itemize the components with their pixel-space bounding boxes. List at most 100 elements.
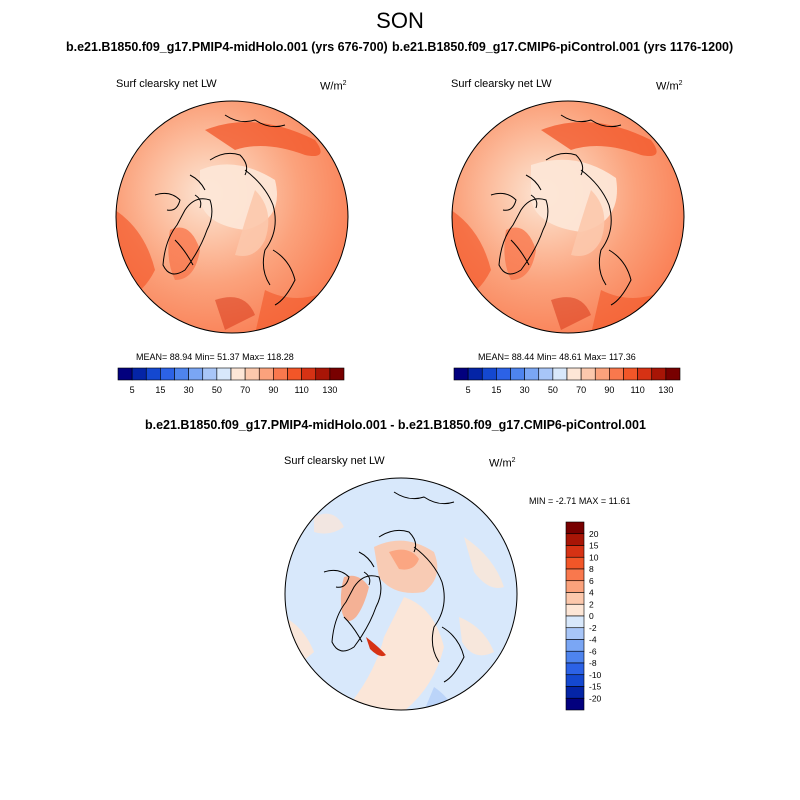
- panel2-colorbar-box: [665, 367, 681, 381]
- panel2-colorbar-box: [609, 367, 624, 381]
- panel3-colorbar-tick-label: -2: [589, 623, 597, 633]
- panel3-colorbar-box: [565, 697, 585, 711]
- panel3-units-sup: 2: [511, 457, 516, 464]
- panel3-variable-label: Surf clearsky net LW: [284, 455, 385, 467]
- panel3-colorbar-tick-label: 0: [589, 611, 594, 621]
- panel2-colorbar-box: [481, 367, 497, 381]
- figure-title: SON: [376, 8, 424, 33]
- panel3-colorbar-tick-label: -6: [589, 646, 597, 656]
- panel3-colorbar-tick-label: 4: [589, 588, 594, 598]
- panel2-colorbar-box: [467, 367, 483, 381]
- panel3-colorbar-box: [565, 686, 585, 699]
- panel2-colorbar-box: [651, 367, 667, 381]
- panel1-colorbar-box: [145, 367, 161, 381]
- panel2-units-base: W/m: [656, 80, 679, 93]
- panel2-mean-label: MEAN=: [478, 352, 510, 362]
- panel2-max-value: 117.36: [608, 352, 636, 362]
- panel1-colorbar-tick-label: 90: [268, 385, 278, 395]
- panel2-colorbar-tick-label: 90: [604, 385, 614, 395]
- panel1-colorbar-box: [202, 367, 218, 381]
- panel2-colorbar-tick-label: 15: [491, 385, 501, 395]
- panel1-variable-label: Surf clearsky net LW: [116, 78, 217, 90]
- panel3-min-label: MIN =: [529, 496, 554, 506]
- panel2-colorbar-box: [538, 367, 554, 381]
- panel1-min-value: 51.37: [217, 352, 240, 362]
- panel3-colorbar-tick-label: 8: [589, 564, 594, 574]
- panel2-colorbar-box: [637, 367, 653, 381]
- panel1-colorbar-box: [174, 367, 189, 381]
- panel2-colorbar-box: [453, 367, 469, 381]
- panel3-colorbar-tick-label: 10: [589, 552, 599, 562]
- panel2-colorbar-box: [552, 367, 568, 381]
- panel3-colorbar-tick-label: 20: [589, 529, 599, 539]
- panel2-max-label: Max=: [584, 352, 607, 362]
- panel3-title: b.e21.B1850.f09_g17.PMIP4-midHolo.001 - …: [145, 418, 646, 432]
- panel1-colorbar-tick-label: 50: [212, 385, 222, 395]
- panel2-colorbar-tick-label: 30: [520, 385, 530, 395]
- panel3-colorbar-box: [565, 627, 585, 640]
- panel1-max-value: 118.28: [266, 352, 294, 362]
- panel3-map: [284, 477, 518, 711]
- panel3-colorbar-tick-label: -20: [589, 693, 602, 703]
- panel3-units-base: W/m: [489, 457, 512, 470]
- panel2-colorbar-tick-label: 130: [658, 385, 673, 395]
- panel3-colorbar-box: [565, 603, 585, 617]
- panel1-units: W/m2: [320, 80, 347, 93]
- panel1-colorbar-box: [301, 367, 317, 381]
- panel1-units-base: W/m: [320, 80, 343, 93]
- panel2-colorbar-box: [510, 367, 525, 381]
- panel3-max-label: MAX =: [578, 496, 607, 506]
- panel1-colorbar-tick-label: 5: [130, 385, 135, 395]
- panel3-colorbar-box: [565, 556, 585, 570]
- panel3-colorbar-tick-label: -10: [589, 670, 602, 680]
- panel1-colorbar-tick-label: 110: [294, 385, 308, 395]
- panel3-colorbar-box: [565, 650, 585, 664]
- panel2-variable-label: Surf clearsky net LW: [451, 78, 552, 90]
- panel3-colorbar-box: [565, 592, 585, 605]
- panel2-colorbar-box: [524, 367, 540, 381]
- panel1-colorbar-box: [117, 367, 133, 381]
- panel2-colorbar-tick-label: 110: [630, 385, 644, 395]
- panel2-units: W/m2: [656, 80, 683, 93]
- panel2-units-sup: 2: [678, 80, 683, 87]
- panel1-colorbar-box: [131, 367, 147, 381]
- panel1-colorbar-box: [273, 367, 288, 381]
- panel1-colorbar-tick-label: 70: [240, 385, 250, 395]
- panel1-stats: MEAN= 88.94 Min= 51.37 Max= 118.28: [136, 352, 294, 362]
- panel2-colorbar-box: [623, 367, 638, 381]
- panel2-colorbar-box: [580, 367, 596, 381]
- panel3-units: W/m2: [489, 457, 516, 470]
- panel2-colorbar-tick-label: 70: [576, 385, 586, 395]
- panel3-stats: MIN = -2.71 MAX = 11.61: [529, 496, 630, 506]
- panel1-colorbar-box: [287, 367, 302, 381]
- panel2-colorbar-tick-label: 50: [548, 385, 558, 395]
- panel3-colorbar-box: [565, 662, 585, 676]
- panel3-colorbar-box: [565, 674, 585, 687]
- panel3-colorbar-box: [565, 639, 585, 652]
- panel1-colorbar-tick-label: 15: [155, 385, 165, 395]
- panel3-colorbar-tick-label: 2: [589, 599, 594, 609]
- panel3-colorbar-tick-label: 15: [589, 541, 599, 551]
- panel3-colorbar-tick-label: -8: [589, 658, 597, 668]
- panel1-colorbar-box: [258, 367, 274, 381]
- panel2-colorbar-box: [566, 367, 582, 381]
- panel3-min-value: -2.71: [555, 496, 577, 506]
- panel2-mean-value: 88.44: [511, 352, 535, 362]
- panel2-title: b.e21.B1850.f09_g17.CMIP6-piControl.001 …: [392, 40, 734, 54]
- panel2-colorbar-box: [594, 367, 610, 381]
- panel1-colorbar: 5 15 30 50 70 90 110 130: [117, 367, 345, 395]
- panel3-colorbar-tick-label: 6: [589, 576, 594, 586]
- panel1-colorbar-box: [230, 367, 246, 381]
- panel1-colorbar-tick-label: 130: [322, 385, 337, 395]
- panel2-min-label: Min=: [536, 352, 557, 362]
- panel3-colorbar-tick-label: -15: [589, 682, 602, 692]
- panel1-colorbar-box: [315, 367, 331, 381]
- panel3-colorbar-box: [565, 521, 585, 535]
- panel1-colorbar-box: [188, 367, 204, 381]
- panel1-title: b.e21.B1850.f09_g17.PMIP4-midHolo.001 (y…: [66, 40, 388, 54]
- panel2-colorbar: 5 15 30 50 70 90 110 130: [453, 367, 681, 395]
- panel3-max-value: 11.61: [608, 496, 631, 506]
- panel1-min-label: Min=: [194, 352, 215, 362]
- panel1-colorbar-box: [160, 367, 175, 381]
- panel1-colorbar-box: [244, 367, 260, 381]
